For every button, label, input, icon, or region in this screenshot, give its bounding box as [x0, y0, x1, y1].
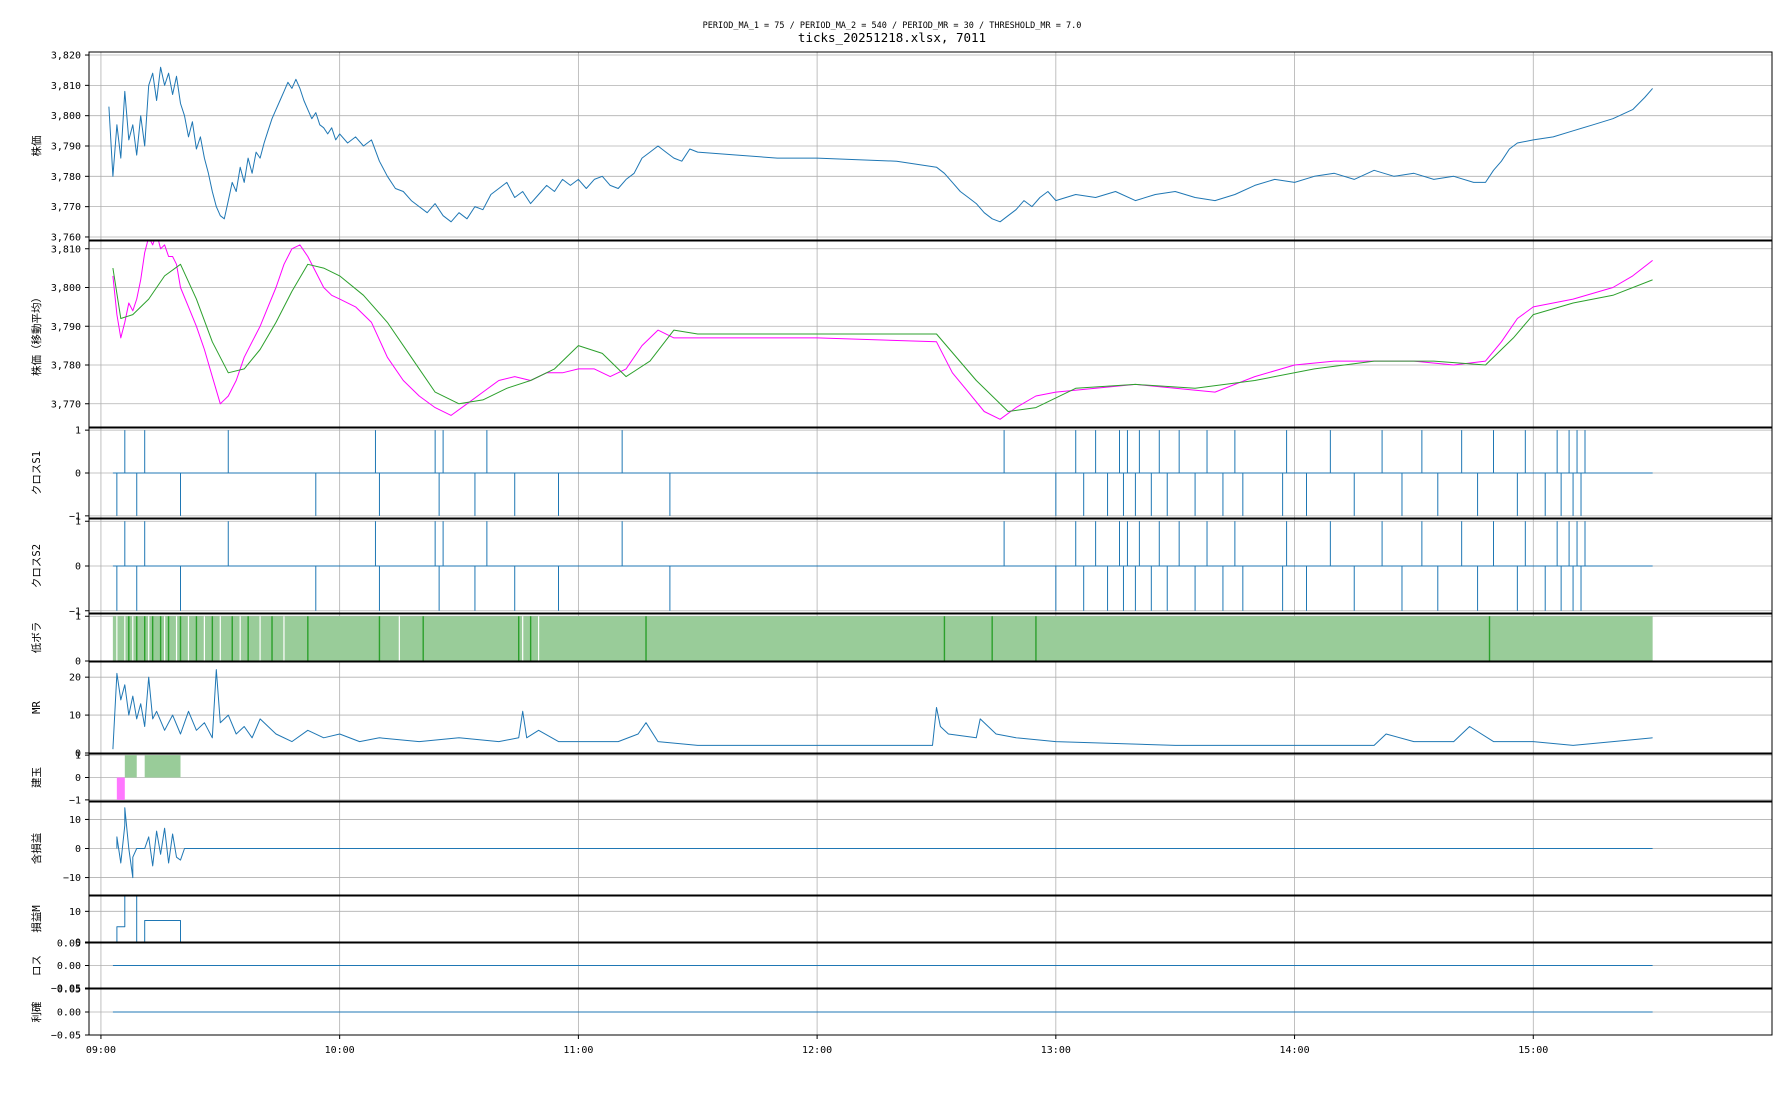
- y-axis-label: クロスS1: [31, 451, 43, 495]
- y-axis-label: 建玉: [30, 767, 43, 788]
- series-line-1: [116, 807, 1653, 879]
- y-tick-label: 3,790: [51, 142, 81, 153]
- x-tick-label: 12:00: [802, 1045, 832, 1056]
- y-tick-label: 10: [69, 711, 81, 722]
- panel-frame: [88, 895, 1773, 943]
- y-tick-label: 1: [75, 426, 81, 437]
- panel-profit: −0.05 0.00 0.05 利確: [30, 985, 1773, 1042]
- x-tick-label: 13:00: [1041, 1045, 1071, 1056]
- panel-plot-area: [89, 662, 1772, 753]
- y-tick-label: 0: [75, 657, 81, 668]
- chart-suptitle: PERIOD_MA_1 = 75 / PERIOD_MA_2 = 540 / P…: [703, 21, 1082, 31]
- series-line-1: [112, 669, 1653, 750]
- panel-mr: 0 10 20 MR: [31, 661, 1773, 760]
- panel-frame: [88, 240, 1773, 428]
- y-tick-label: −10: [63, 873, 81, 884]
- y-axis-label: MR: [31, 701, 43, 714]
- panel-plot-area: [89, 896, 1772, 942]
- y-tick-label: 3,810: [51, 81, 81, 92]
- y-axis-label: クロスS2: [31, 544, 43, 588]
- y-tick-label: 0.05: [57, 939, 81, 950]
- panel-cross_s2: −1 0 1 クロスS2: [31, 517, 1773, 617]
- y-tick-label: 1: [75, 751, 81, 762]
- panel-unrealized: −10 0 10 含損益: [30, 801, 1773, 896]
- y-axis-label: 株価: [30, 136, 43, 157]
- panel-price_ma: 3,770 3,780 3,790 3,800 3,810 株価（移動平均）: [30, 240, 1773, 428]
- position-block: [116, 777, 125, 800]
- panel-realized: 0 10 損益M: [30, 895, 1773, 949]
- y-tick-label: 1: [75, 612, 81, 623]
- chart-title: ticks_20251218.xlsx, 7011: [798, 30, 986, 45]
- panel-plot-area: [89, 519, 1772, 613]
- y-tick-label: 3,770: [51, 399, 81, 410]
- panel-plot-area: [89, 52, 1772, 240]
- y-tick-label: 0.05: [57, 985, 81, 996]
- panel-plot-area: [89, 614, 1772, 661]
- y-tick-label: 0: [75, 844, 81, 855]
- y-tick-label: 0: [75, 749, 81, 760]
- panel-frame: [88, 613, 1773, 662]
- y-tick-label: 3,780: [51, 172, 81, 183]
- series-line-1: [116, 896, 181, 942]
- x-tick-label: 10:00: [325, 1045, 355, 1056]
- x-axis: 09:00 10:00 11:00 12:00 13:00 14:00 15:00: [86, 1035, 1548, 1056]
- y-tick-label: 0: [75, 562, 81, 573]
- y-tick-label: 0.00: [57, 961, 81, 972]
- y-tick-label: −1: [69, 795, 81, 806]
- y-tick-label: 10: [69, 907, 81, 918]
- panel-plot-area: [89, 241, 1772, 427]
- y-tick-label: 3,790: [51, 322, 81, 333]
- panel-loss: −0.05 0.00 0.05 ロス: [31, 939, 1773, 995]
- panel-low_vol: 0 1 低ボラ: [30, 612, 1773, 668]
- panel-price: 3,760 3,770 3,780 3,790 3,800 3,810 3,820 株価: [30, 51, 1773, 243]
- y-axis-label: 損益M: [30, 905, 43, 932]
- y-axis-label: 含損益: [30, 832, 43, 864]
- y-tick-label: 3,810: [51, 244, 81, 255]
- series-line-1: [112, 241, 1653, 420]
- x-tick-label: 09:00: [86, 1045, 116, 1056]
- position-block: [124, 755, 137, 778]
- low-vol-fill: [112, 616, 1653, 661]
- series-line-2: [112, 263, 1653, 412]
- y-tick-label: 10: [69, 815, 81, 826]
- y-tick-label: 3,820: [51, 51, 81, 62]
- y-tick-label: 0.00: [57, 1008, 81, 1019]
- y-tick-label: 1: [75, 517, 81, 528]
- panel-plot-area: [89, 989, 1772, 1035]
- y-tick-label: 3,770: [51, 202, 81, 213]
- y-tick-label: 3,760: [51, 232, 81, 243]
- panel-plot-area: [89, 754, 1772, 801]
- y-tick-label: 0: [75, 773, 81, 784]
- panel-plot-area: [89, 802, 1772, 895]
- y-tick-label: 0: [75, 938, 81, 949]
- y-tick-label: −1: [69, 511, 81, 522]
- y-axis-label: ロス: [31, 955, 43, 976]
- position-block: [144, 755, 181, 778]
- y-tick-label: −0.05: [51, 984, 81, 995]
- panel-frame: [88, 661, 1773, 754]
- y-tick-label: 3,800: [51, 283, 81, 294]
- y-tick-label: −0.05: [51, 1031, 81, 1042]
- panel-cross_s1: −1 0 1 クロスS1: [31, 426, 1773, 522]
- x-tick-label: 11:00: [563, 1045, 593, 1056]
- y-tick-label: −1: [69, 606, 81, 617]
- y-tick-label: 0: [75, 469, 81, 480]
- y-tick-label: 20: [69, 673, 81, 684]
- x-tick-label: 14:00: [1279, 1045, 1309, 1056]
- y-axis-label: 株価（移動平均）: [30, 292, 43, 376]
- panel-plot-area: [89, 943, 1772, 988]
- y-tick-label: 3,780: [51, 361, 81, 372]
- panel-plot-area: [89, 428, 1772, 518]
- y-axis-label: 利確: [30, 1002, 43, 1023]
- y-tick-label: 3,800: [51, 111, 81, 122]
- series-line-1: [108, 66, 1653, 223]
- x-tick-label: 15:00: [1518, 1045, 1548, 1056]
- y-axis-label: 低ボラ: [30, 622, 43, 654]
